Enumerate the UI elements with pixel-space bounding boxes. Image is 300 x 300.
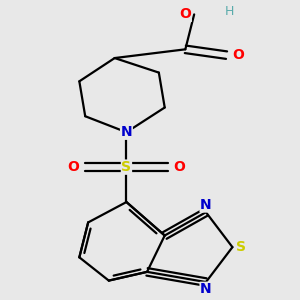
- Text: O: O: [179, 8, 191, 21]
- Text: N: N: [200, 282, 212, 296]
- Text: N: N: [200, 198, 212, 212]
- Text: O: O: [232, 48, 244, 62]
- Text: S: S: [236, 240, 246, 254]
- Text: O: O: [68, 160, 80, 174]
- Text: H: H: [225, 5, 234, 18]
- Text: O: O: [173, 160, 185, 174]
- Text: N: N: [121, 125, 132, 139]
- Text: S: S: [122, 160, 131, 174]
